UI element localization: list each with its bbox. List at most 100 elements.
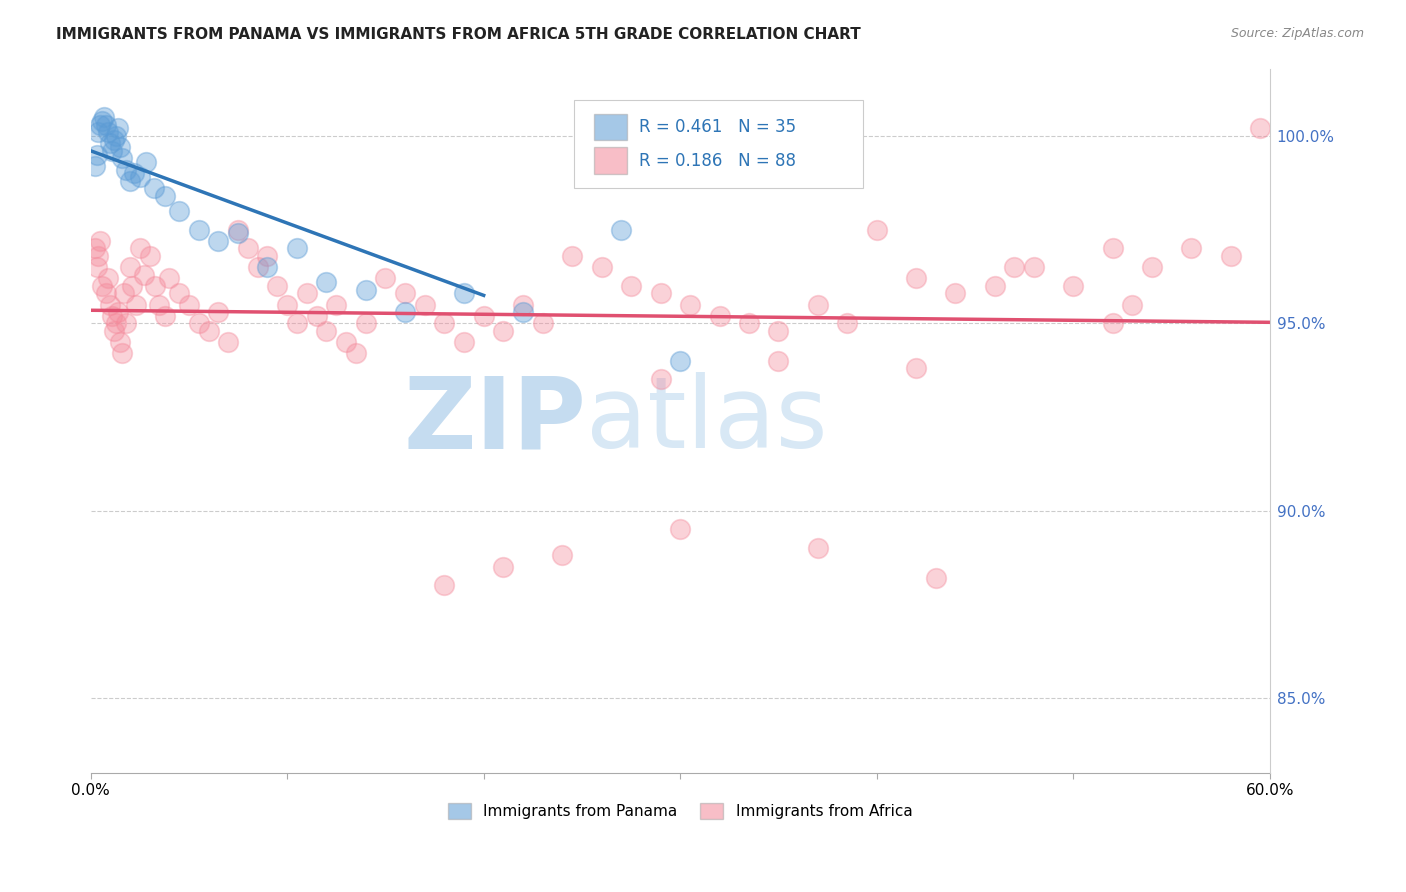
Point bbox=[433, 578, 456, 592]
Point bbox=[374, 271, 396, 285]
Text: atlas: atlas bbox=[586, 372, 828, 469]
Point bbox=[768, 324, 790, 338]
Point bbox=[1180, 241, 1202, 255]
Text: IMMIGRANTS FROM PANAMA VS IMMIGRANTS FROM AFRICA 5TH GRADE CORRELATION CHART: IMMIGRANTS FROM PANAMA VS IMMIGRANTS FRO… bbox=[56, 27, 860, 42]
Point bbox=[905, 361, 928, 376]
Point bbox=[107, 121, 129, 136]
Text: R = 0.186   N = 88: R = 0.186 N = 88 bbox=[638, 152, 796, 169]
Point bbox=[207, 234, 229, 248]
Point bbox=[86, 147, 108, 161]
Point bbox=[344, 346, 367, 360]
Point bbox=[226, 222, 249, 236]
Point bbox=[325, 297, 347, 311]
Point bbox=[132, 268, 155, 282]
Point bbox=[551, 549, 574, 563]
Point bbox=[246, 260, 269, 274]
Point bbox=[413, 297, 436, 311]
Point bbox=[807, 541, 830, 555]
Point bbox=[101, 144, 124, 158]
Point bbox=[285, 316, 308, 330]
Point bbox=[394, 286, 416, 301]
Point bbox=[177, 297, 200, 311]
Point bbox=[101, 309, 124, 323]
Point bbox=[98, 136, 121, 151]
Point bbox=[512, 297, 534, 311]
Point bbox=[115, 162, 138, 177]
Point bbox=[87, 125, 110, 139]
Point bbox=[187, 222, 209, 236]
Point bbox=[142, 181, 165, 195]
Bar bbox=[595, 147, 627, 174]
Point bbox=[91, 278, 114, 293]
Point bbox=[1121, 297, 1143, 311]
Point bbox=[107, 305, 129, 319]
Point bbox=[354, 283, 377, 297]
Point bbox=[512, 305, 534, 319]
Point bbox=[905, 271, 928, 285]
Point bbox=[669, 522, 692, 536]
Point bbox=[96, 118, 118, 132]
Point bbox=[531, 316, 554, 330]
Point bbox=[157, 271, 180, 285]
Point bbox=[226, 227, 249, 241]
Point bbox=[943, 286, 966, 301]
Point bbox=[768, 353, 790, 368]
Point bbox=[1101, 241, 1123, 255]
Point bbox=[925, 571, 948, 585]
Point bbox=[492, 324, 515, 338]
Point bbox=[197, 324, 219, 338]
Point bbox=[108, 140, 131, 154]
Point bbox=[315, 324, 337, 338]
Point bbox=[145, 278, 167, 293]
Point bbox=[983, 278, 1005, 293]
Text: Source: ZipAtlas.com: Source: ZipAtlas.com bbox=[1230, 27, 1364, 40]
Point bbox=[167, 286, 190, 301]
Point bbox=[103, 324, 125, 338]
Point bbox=[87, 249, 110, 263]
Point bbox=[591, 260, 613, 274]
Point bbox=[83, 159, 105, 173]
Point bbox=[1062, 278, 1084, 293]
Point bbox=[1022, 260, 1045, 274]
Point bbox=[256, 249, 278, 263]
Point bbox=[472, 309, 495, 323]
Point bbox=[155, 189, 177, 203]
Point bbox=[115, 316, 138, 330]
FancyBboxPatch shape bbox=[574, 100, 863, 188]
Point bbox=[354, 316, 377, 330]
Point bbox=[266, 278, 288, 293]
Point bbox=[97, 125, 120, 139]
Point bbox=[1140, 260, 1163, 274]
Point bbox=[866, 222, 889, 236]
Point bbox=[315, 275, 337, 289]
Point bbox=[394, 305, 416, 319]
Point bbox=[128, 170, 150, 185]
Point bbox=[217, 334, 239, 349]
Point bbox=[91, 114, 114, 128]
Point bbox=[86, 260, 108, 274]
Point bbox=[453, 334, 475, 349]
Point bbox=[122, 166, 145, 180]
Point bbox=[650, 372, 672, 386]
Point bbox=[111, 152, 134, 166]
Point bbox=[89, 118, 111, 132]
Point bbox=[335, 334, 357, 349]
Point bbox=[97, 271, 120, 285]
Point bbox=[112, 286, 135, 301]
Text: R = 0.461   N = 35: R = 0.461 N = 35 bbox=[638, 118, 796, 136]
Point bbox=[167, 203, 190, 218]
Point bbox=[295, 286, 318, 301]
Point bbox=[1101, 316, 1123, 330]
Point bbox=[276, 297, 298, 311]
Point bbox=[305, 309, 328, 323]
Point bbox=[433, 316, 456, 330]
Point bbox=[148, 297, 170, 311]
Point bbox=[138, 249, 160, 263]
Point bbox=[236, 241, 259, 255]
Point bbox=[669, 353, 692, 368]
Point bbox=[1219, 249, 1241, 263]
Point bbox=[128, 241, 150, 255]
Point bbox=[155, 309, 177, 323]
Legend: Immigrants from Panama, Immigrants from Africa: Immigrants from Panama, Immigrants from … bbox=[441, 797, 918, 825]
Point bbox=[738, 316, 761, 330]
